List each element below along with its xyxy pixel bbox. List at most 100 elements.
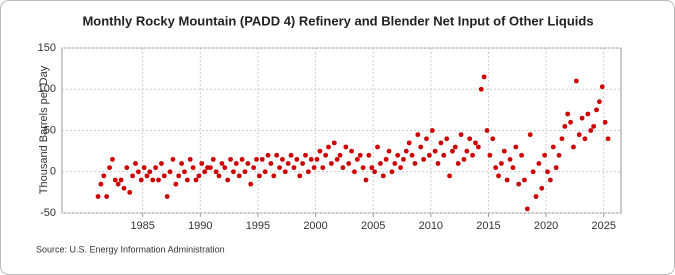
point bbox=[346, 161, 352, 166]
y-tick-label: -50 bbox=[40, 207, 56, 219]
point bbox=[380, 173, 386, 179]
point bbox=[118, 177, 124, 183]
point bbox=[504, 177, 510, 183]
x-tick-label: 1990 bbox=[188, 220, 212, 232]
point bbox=[565, 111, 571, 117]
point bbox=[588, 128, 594, 133]
y-tick-label: 50 bbox=[44, 124, 56, 136]
point bbox=[519, 152, 524, 158]
point bbox=[513, 144, 519, 150]
point bbox=[481, 74, 487, 80]
point bbox=[297, 173, 303, 179]
point bbox=[559, 136, 565, 142]
point bbox=[159, 161, 164, 166]
point bbox=[441, 152, 447, 158]
point bbox=[101, 173, 107, 179]
point bbox=[251, 165, 257, 171]
point bbox=[412, 161, 418, 166]
point bbox=[426, 152, 432, 158]
point bbox=[222, 165, 228, 171]
point bbox=[213, 169, 219, 175]
point bbox=[265, 152, 271, 158]
point bbox=[254, 156, 259, 162]
point bbox=[161, 173, 167, 179]
point bbox=[383, 156, 389, 162]
point bbox=[501, 148, 507, 154]
point bbox=[262, 169, 268, 175]
point bbox=[305, 169, 311, 175]
point bbox=[285, 161, 291, 166]
point bbox=[579, 115, 585, 121]
point bbox=[179, 161, 184, 166]
point bbox=[164, 194, 170, 199]
point bbox=[308, 156, 314, 162]
point bbox=[576, 132, 582, 138]
point bbox=[219, 161, 225, 166]
x-tick-label: 2025 bbox=[591, 220, 615, 232]
point bbox=[360, 165, 366, 171]
point bbox=[571, 144, 576, 150]
point bbox=[317, 148, 323, 154]
point bbox=[464, 148, 470, 154]
point bbox=[337, 152, 343, 158]
point bbox=[274, 152, 280, 158]
point bbox=[432, 148, 438, 154]
point bbox=[331, 140, 337, 146]
point bbox=[153, 165, 159, 171]
point bbox=[193, 177, 199, 183]
point bbox=[115, 181, 121, 187]
point bbox=[553, 165, 559, 171]
point bbox=[478, 86, 484, 92]
point bbox=[493, 165, 499, 171]
point bbox=[291, 165, 297, 171]
point bbox=[401, 156, 406, 162]
point bbox=[156, 177, 161, 183]
point bbox=[124, 165, 130, 171]
point bbox=[256, 173, 262, 179]
point bbox=[530, 169, 536, 175]
point bbox=[130, 173, 135, 179]
point bbox=[542, 152, 548, 158]
point bbox=[277, 165, 282, 171]
point bbox=[409, 152, 415, 158]
point bbox=[135, 169, 141, 175]
point bbox=[300, 161, 306, 166]
point bbox=[334, 156, 340, 162]
point bbox=[138, 177, 144, 183]
point bbox=[522, 177, 527, 183]
point bbox=[455, 161, 461, 166]
point bbox=[415, 132, 421, 138]
point bbox=[242, 169, 248, 175]
point bbox=[349, 148, 354, 154]
point bbox=[539, 185, 545, 191]
point bbox=[121, 185, 127, 191]
point bbox=[461, 156, 467, 162]
point bbox=[199, 161, 205, 166]
point bbox=[343, 144, 349, 150]
point bbox=[248, 181, 254, 187]
point bbox=[602, 119, 608, 125]
point bbox=[484, 128, 490, 133]
point bbox=[127, 189, 133, 195]
point bbox=[210, 156, 216, 162]
point bbox=[392, 161, 398, 166]
point bbox=[216, 173, 222, 179]
point bbox=[435, 161, 441, 166]
point bbox=[202, 169, 208, 175]
point bbox=[352, 169, 357, 175]
point bbox=[527, 132, 533, 138]
point bbox=[144, 173, 150, 179]
point bbox=[366, 152, 372, 158]
point bbox=[95, 194, 101, 199]
y-axis-label: Thousand Barrels per Day bbox=[38, 65, 50, 194]
point bbox=[320, 165, 326, 171]
point bbox=[568, 119, 573, 125]
point bbox=[104, 194, 110, 199]
point bbox=[536, 161, 542, 166]
point bbox=[326, 144, 331, 150]
point bbox=[112, 177, 118, 183]
point bbox=[386, 148, 392, 154]
point bbox=[236, 173, 242, 179]
point bbox=[490, 136, 496, 142]
point bbox=[173, 181, 179, 187]
